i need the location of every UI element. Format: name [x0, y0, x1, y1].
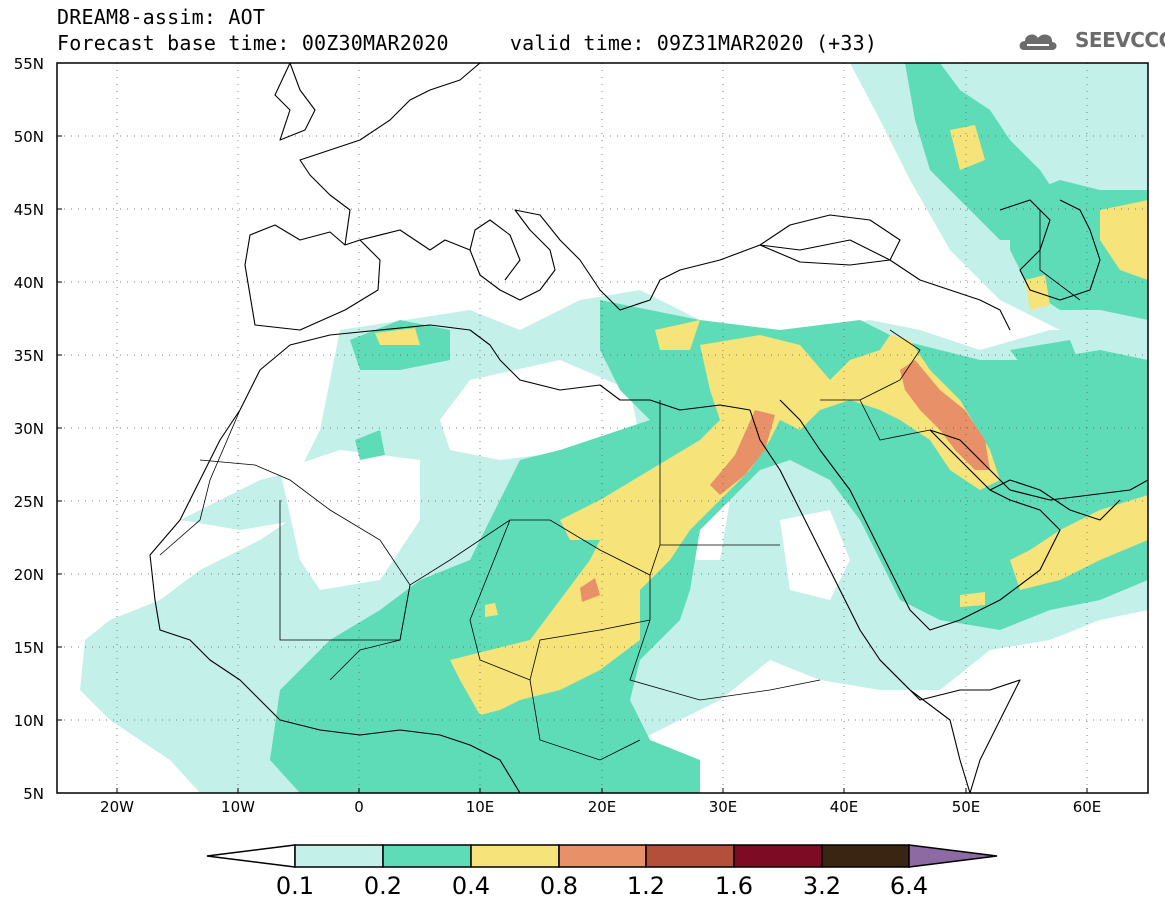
map-title: DREAM8-assim: AOT: [57, 5, 266, 29]
lon-label: 10W: [221, 798, 255, 816]
lat-label: 40N: [13, 274, 44, 292]
aot-clear-areas: [280, 360, 850, 600]
colorbar-label: 1.6: [714, 872, 754, 900]
lat-label: 25N: [13, 493, 44, 511]
colorbar-label: 0.2: [363, 872, 403, 900]
lat-label: 35N: [13, 347, 44, 365]
lat-label: 45N: [13, 201, 44, 219]
coastlines: [149, 63, 1148, 793]
lat-label: 55N: [13, 55, 44, 73]
lat-label: 10N: [13, 712, 44, 730]
colorbar-label: 1.2: [626, 872, 666, 900]
lon-label: 20E: [587, 798, 617, 816]
lat-label: 50N: [13, 128, 44, 146]
logo-text: SEEVCCC: [1075, 28, 1165, 52]
lon-label: 10E: [465, 798, 495, 816]
cloud-logo-icon: [1019, 34, 1057, 50]
lon-label: 40E: [829, 798, 859, 816]
lon-label: 0: [354, 798, 364, 816]
lon-label: 50E: [951, 798, 981, 816]
lat-label: 30N: [13, 420, 44, 438]
colorbar-label: 0.4: [451, 872, 491, 900]
colorbar-label: 6.4: [889, 872, 929, 900]
lon-label: 20W: [100, 798, 134, 816]
lon-label: 60E: [1072, 798, 1102, 816]
aot-band-0.8: [580, 360, 990, 602]
lat-label: 5N: [23, 785, 44, 803]
gridlines: [57, 63, 1148, 793]
lon-label: 30E: [708, 798, 738, 816]
lat-label: 15N: [13, 639, 44, 657]
forecast-time-line: Forecast base time: 00Z30MAR2020 valid t…: [57, 31, 878, 55]
aot-band-0.4: [375, 125, 1148, 715]
colorbar-label: 0.8: [539, 872, 579, 900]
country-borders: [159, 210, 1081, 761]
lat-label: 20N: [13, 566, 44, 584]
colorbar-label: 0.1: [275, 872, 315, 900]
colorbar-label: 3.2: [802, 872, 842, 900]
